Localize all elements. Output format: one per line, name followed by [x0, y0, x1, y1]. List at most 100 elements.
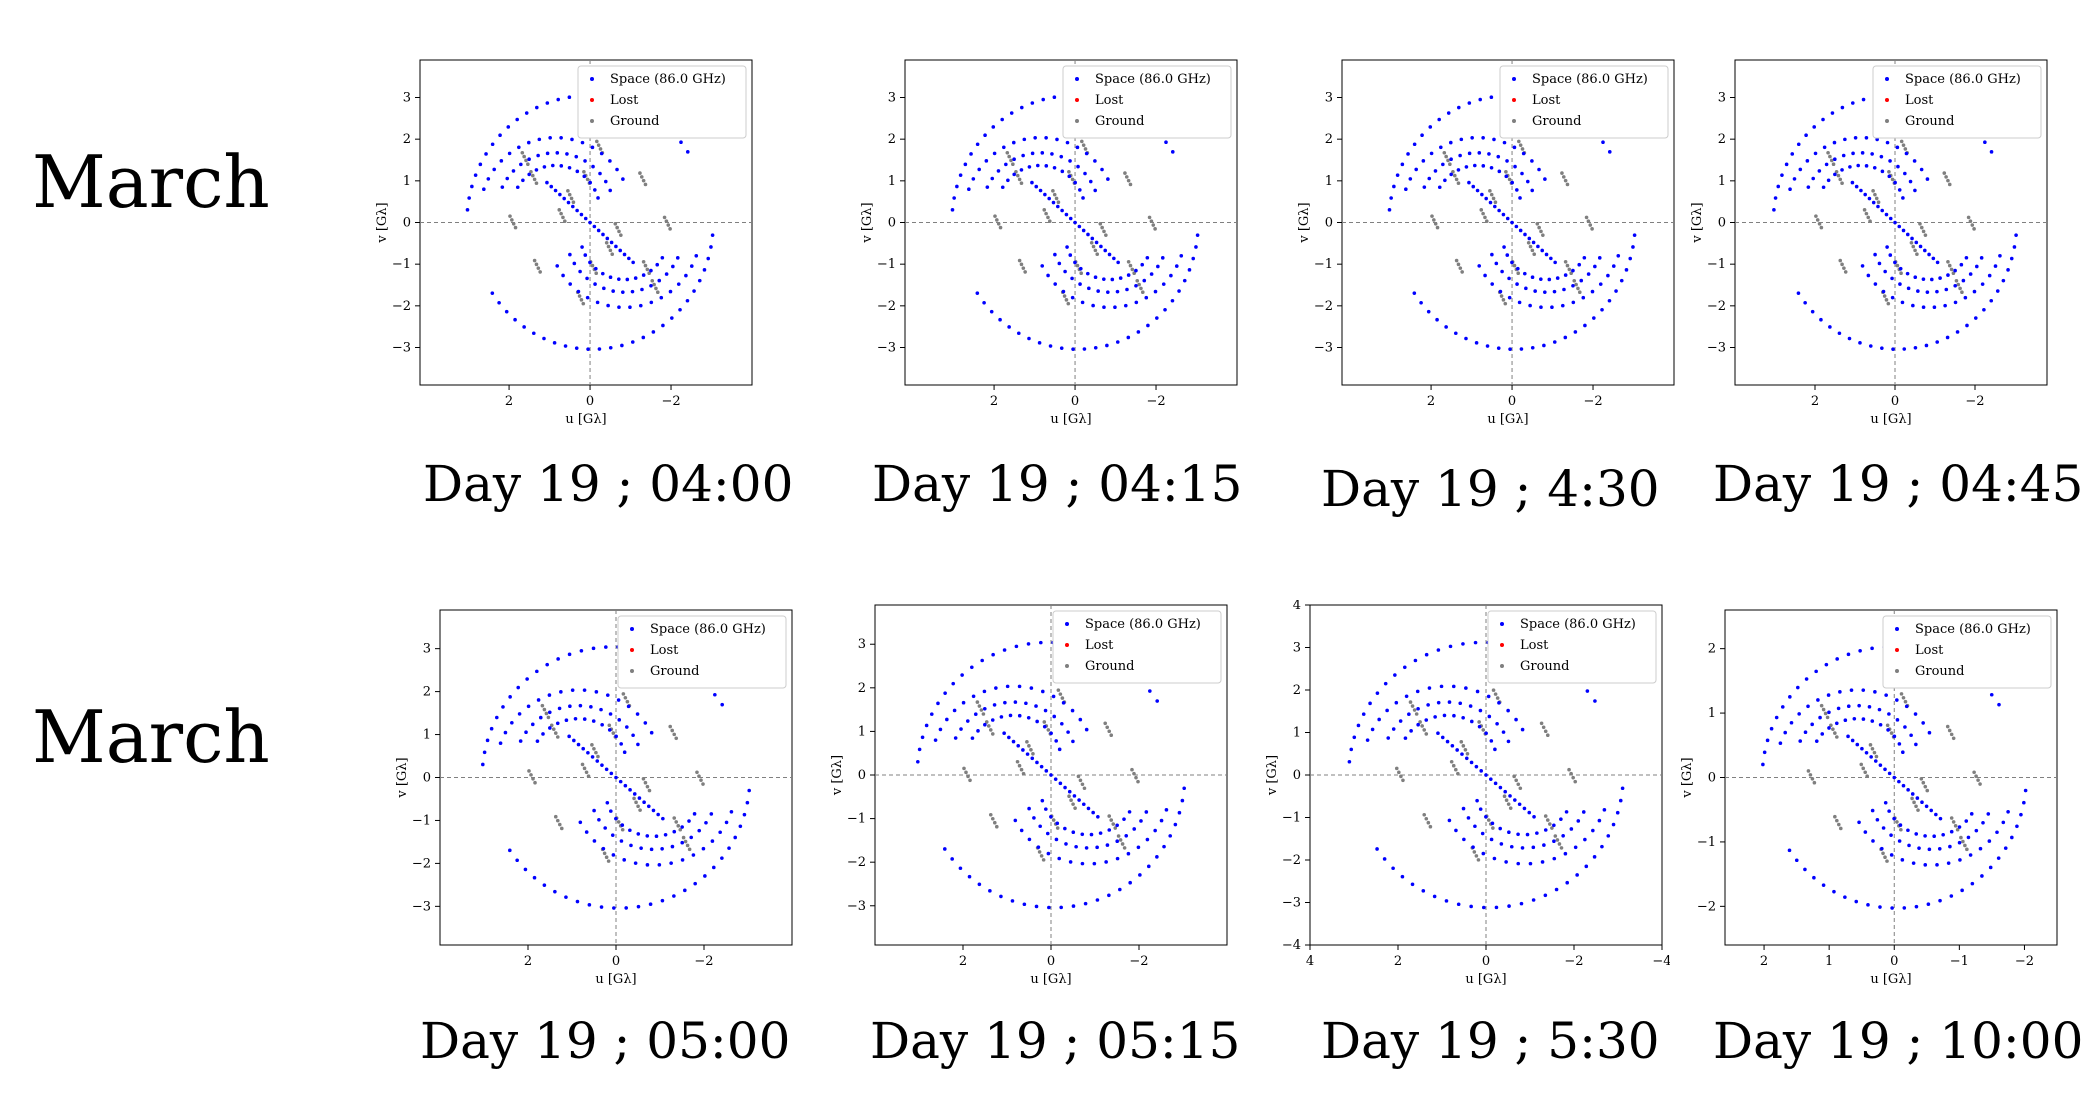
ground-point	[582, 766, 587, 771]
space-point	[1909, 733, 1913, 738]
ground-point	[1048, 219, 1052, 224]
space-point	[524, 730, 528, 735]
space-point	[1848, 165, 1852, 169]
ground-point	[1397, 770, 1401, 775]
space-point	[1571, 283, 1575, 288]
space-point	[1822, 145, 1827, 150]
space-point	[553, 889, 557, 894]
space-point	[702, 268, 707, 272]
ground-point	[1889, 731, 1894, 735]
space-point	[1441, 162, 1445, 167]
space-point	[1879, 154, 1884, 159]
space-point	[1804, 133, 1808, 138]
legend-marker-lost	[1065, 643, 1069, 647]
legend-marker-ground	[1065, 664, 1069, 668]
space-point	[1543, 893, 1548, 898]
space-point	[534, 168, 539, 172]
y-tick-label: −3	[847, 899, 866, 914]
y-tick-label: 3	[888, 91, 896, 106]
legend-label-lost: Lost	[650, 643, 679, 658]
space-point	[614, 244, 618, 249]
ground-point	[620, 827, 625, 832]
legend-label-ground: Ground	[1095, 114, 1145, 129]
space-point	[1471, 184, 1476, 189]
y-tick-label: 2	[1708, 642, 1716, 657]
space-point	[590, 755, 595, 759]
space-point	[519, 162, 523, 167]
space-point	[1902, 906, 1907, 910]
y-tick-label: −1	[1697, 835, 1716, 850]
x-tick-label: 2	[505, 394, 513, 409]
legend-label-lost: Lost	[1915, 643, 1944, 658]
space-point	[1038, 188, 1043, 193]
space-point	[1034, 184, 1039, 189]
legend-label-lost: Lost	[1532, 93, 1561, 108]
space-point	[1884, 212, 1889, 217]
ground-point	[532, 177, 537, 182]
space-point	[1103, 248, 1108, 253]
space-point	[608, 712, 613, 716]
ground-point	[1147, 215, 1152, 220]
space-point	[1105, 343, 1109, 348]
space-point	[621, 177, 625, 181]
space-point	[1798, 167, 1803, 172]
ground-point	[1005, 150, 1010, 155]
space-point	[654, 834, 659, 839]
space-point	[625, 725, 629, 729]
space-point	[745, 800, 750, 805]
space-point	[1528, 303, 1532, 308]
space-point	[1061, 701, 1066, 705]
space-point	[655, 262, 660, 267]
space-point	[959, 727, 963, 731]
space-point	[1075, 145, 1080, 150]
ground-point	[1019, 767, 1024, 772]
space-point	[1530, 188, 1535, 193]
space-point	[1946, 861, 1951, 865]
space-point	[1964, 819, 1969, 823]
space-point	[583, 216, 588, 221]
space-point	[1043, 708, 1048, 713]
x-tick-label: −2	[1583, 394, 1602, 409]
space-point	[609, 771, 614, 776]
space-point	[2003, 846, 2008, 850]
x-tick-label: 0	[1047, 954, 1055, 969]
x-tick-label: −2	[2015, 954, 2034, 969]
space-point	[727, 846, 731, 850]
ground-point	[1067, 794, 1071, 799]
space-point	[1846, 734, 1850, 739]
space-point	[1525, 832, 1530, 837]
space-point	[1456, 168, 1461, 172]
ground-point	[580, 762, 585, 767]
space-point	[1447, 700, 1452, 704]
space-point	[1127, 810, 1132, 814]
space-point	[1856, 163, 1860, 168]
space-point	[1878, 722, 1883, 727]
ground-point	[1843, 270, 1848, 274]
space-point	[1056, 204, 1060, 209]
space-point	[710, 839, 715, 843]
space-point	[1162, 844, 1166, 849]
space-point	[1437, 185, 1442, 190]
space-point	[1973, 316, 1978, 320]
ground-point	[1504, 798, 1509, 802]
space-point	[1805, 159, 1810, 163]
space-point	[970, 736, 975, 740]
space-point	[643, 721, 648, 725]
ground-point	[1910, 796, 1914, 801]
space-point	[1581, 295, 1586, 300]
space-point	[592, 224, 597, 229]
space-point	[482, 187, 486, 192]
space-point	[1906, 286, 1911, 291]
space-point	[1070, 295, 1075, 300]
space-point	[608, 345, 613, 350]
ground-point	[594, 271, 599, 275]
ground-point	[1955, 827, 1960, 832]
space-point	[1134, 300, 1139, 305]
space-point	[1614, 289, 1618, 293]
ground-point	[1884, 298, 1889, 302]
y-tick-label: 3	[858, 637, 866, 652]
space-point	[1435, 317, 1439, 322]
space-point	[1631, 245, 1635, 249]
space-point	[1010, 899, 1015, 903]
ground-point	[1424, 732, 1429, 736]
